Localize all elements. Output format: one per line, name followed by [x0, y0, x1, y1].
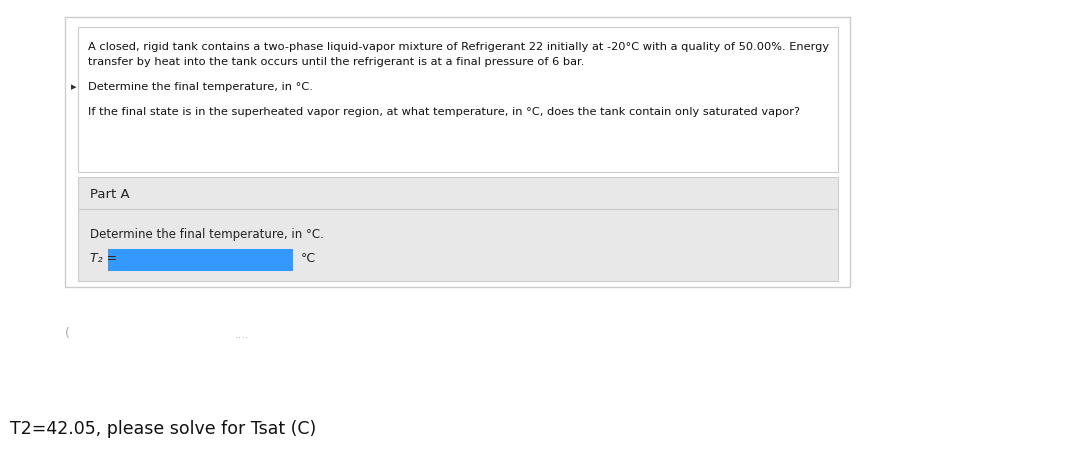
- FancyBboxPatch shape: [78, 210, 838, 281]
- FancyBboxPatch shape: [65, 18, 850, 287]
- Text: °C: °C: [301, 252, 316, 264]
- Text: ▸: ▸: [71, 82, 77, 92]
- FancyBboxPatch shape: [78, 178, 838, 210]
- Text: (: (: [65, 326, 70, 339]
- Text: Determine the final temperature, in °C.: Determine the final temperature, in °C.: [87, 82, 313, 92]
- FancyBboxPatch shape: [78, 28, 838, 173]
- Text: If the final state is in the superheated vapor region, at what temperature, in °: If the final state is in the superheated…: [87, 107, 800, 117]
- FancyBboxPatch shape: [108, 249, 293, 271]
- Text: Determine the final temperature, in °C.: Determine the final temperature, in °C.: [90, 228, 324, 241]
- Text: ....: ....: [235, 329, 249, 339]
- Text: transfer by heat into the tank occurs until the refrigerant is at a final pressu: transfer by heat into the tank occurs un…: [87, 57, 584, 67]
- Text: A closed, rigid tank contains a two-phase liquid-vapor mixture of Refrigerant 22: A closed, rigid tank contains a two-phas…: [87, 42, 829, 52]
- Text: T2=42.05, please solve for Tsat (C): T2=42.05, please solve for Tsat (C): [10, 419, 316, 437]
- Text: Part A: Part A: [90, 187, 130, 200]
- Text: T₂ =: T₂ =: [90, 252, 117, 264]
